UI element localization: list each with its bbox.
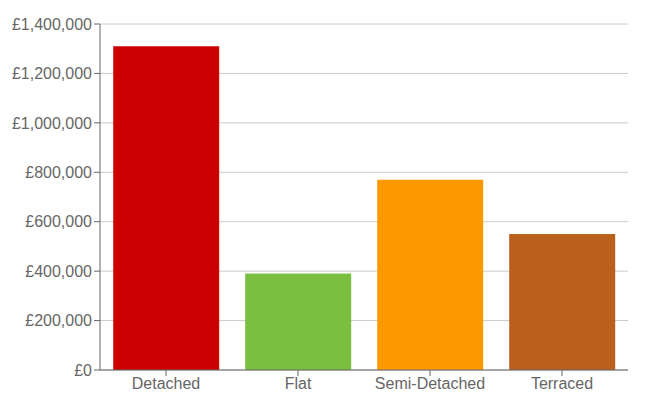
svg-text:£1,000,000: £1,000,000 <box>12 115 92 132</box>
svg-text:£0: £0 <box>74 362 92 379</box>
svg-text:£1,400,000: £1,400,000 <box>12 16 92 33</box>
svg-text:Terraced: Terraced <box>531 375 593 392</box>
svg-text:Semi-Detached: Semi-Detached <box>375 375 485 392</box>
svg-text:£800,000: £800,000 <box>25 164 92 181</box>
svg-text:Flat: Flat <box>285 375 312 392</box>
svg-text:£200,000: £200,000 <box>25 312 92 329</box>
svg-text:£1,200,000: £1,200,000 <box>12 65 92 82</box>
svg-text:£600,000: £600,000 <box>25 213 92 230</box>
svg-text:£400,000: £400,000 <box>25 263 92 280</box>
svg-text:Detached: Detached <box>132 375 201 392</box>
